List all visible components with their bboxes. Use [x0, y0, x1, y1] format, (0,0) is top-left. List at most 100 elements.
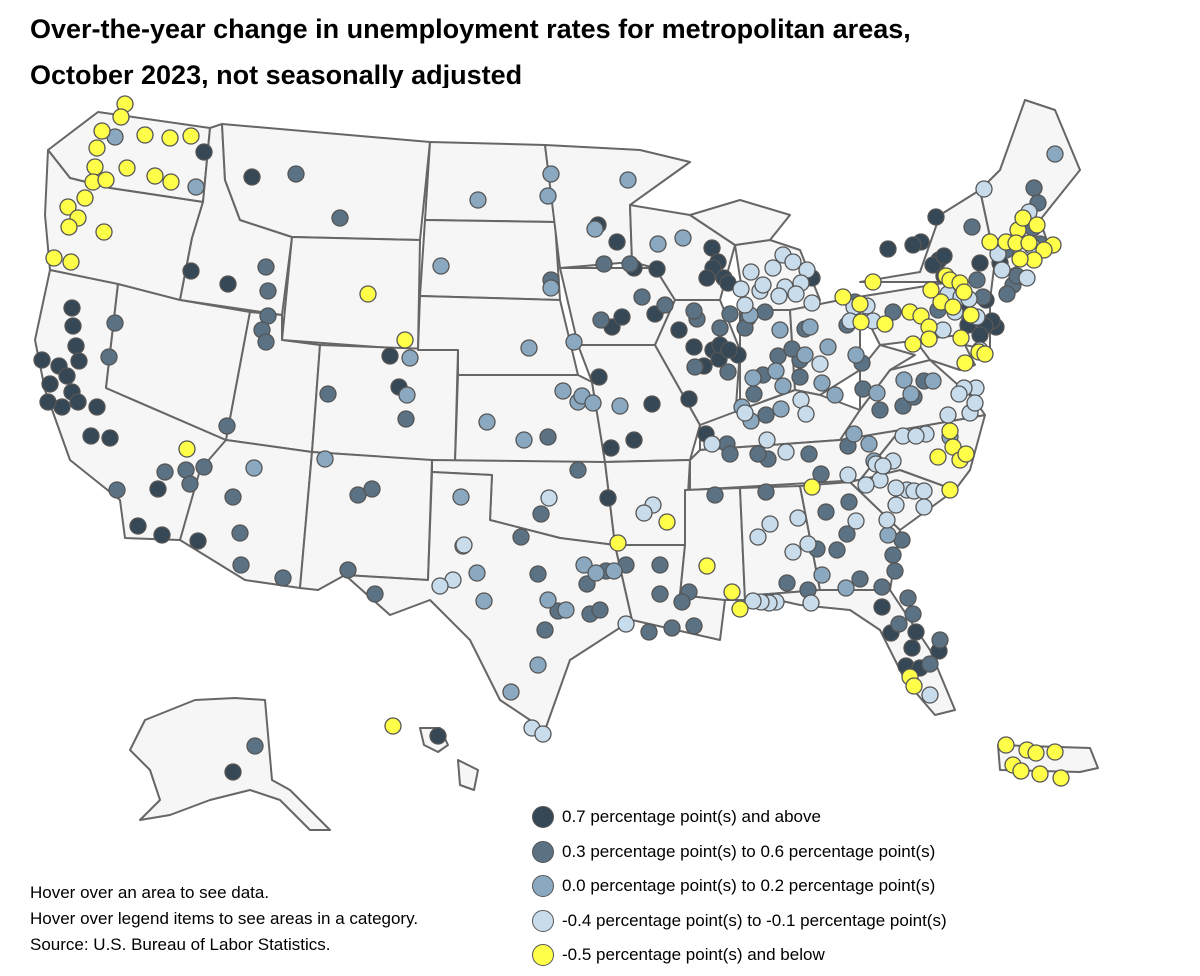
- state-hawaii-big-island[interactable]: [457, 759, 479, 791]
- metro-area-marker[interactable]: [257, 333, 275, 351]
- metro-area-marker[interactable]: [100, 348, 118, 366]
- metro-area-marker[interactable]: [475, 592, 493, 610]
- metro-area-marker[interactable]: [536, 621, 554, 639]
- metro-area-marker[interactable]: [108, 481, 126, 499]
- metro-area-marker[interactable]: [941, 422, 959, 440]
- metro-area-marker[interactable]: [58, 367, 76, 385]
- metro-area-marker[interactable]: [86, 158, 104, 176]
- metro-area-marker[interactable]: [469, 191, 487, 209]
- metro-area-marker[interactable]: [720, 341, 738, 359]
- metro-area-marker[interactable]: [796, 346, 814, 364]
- metro-area-marker[interactable]: [224, 763, 242, 781]
- metro-area-marker[interactable]: [907, 427, 925, 445]
- metro-area-marker[interactable]: [542, 165, 560, 183]
- metro-area-marker[interactable]: [878, 511, 896, 529]
- metro-area-marker[interactable]: [813, 374, 831, 392]
- metro-area-marker[interactable]: [243, 168, 261, 186]
- state-michigan-up[interactable]: [689, 199, 791, 246]
- legend-item-mid[interactable]: 0.0 percentage point(s) to 0.2 percentag…: [532, 869, 947, 904]
- metro-area-marker[interactable]: [63, 299, 81, 317]
- metro-area-marker[interactable]: [643, 395, 661, 413]
- metro-area-marker[interactable]: [59, 198, 77, 216]
- metro-area-marker[interactable]: [611, 397, 629, 415]
- metro-area-marker[interactable]: [88, 139, 106, 157]
- metro-area-marker[interactable]: [587, 564, 605, 582]
- metro-area-marker[interactable]: [1046, 743, 1064, 761]
- metro-area-marker[interactable]: [648, 260, 666, 278]
- metro-area-marker[interactable]: [826, 386, 844, 404]
- metro-area-marker[interactable]: [811, 355, 829, 373]
- metro-area-marker[interactable]: [39, 393, 57, 411]
- metro-area-marker[interactable]: [993, 261, 1011, 279]
- metro-area-marker[interactable]: [339, 561, 357, 579]
- metro-area-marker[interactable]: [539, 591, 557, 609]
- metro-area-marker[interactable]: [640, 623, 658, 641]
- metro-area-marker[interactable]: [129, 517, 147, 535]
- metro-area-marker[interactable]: [744, 369, 762, 387]
- metro-area-marker[interactable]: [754, 276, 772, 294]
- metro-area-marker[interactable]: [619, 171, 637, 189]
- metro-area-marker[interactable]: [921, 655, 939, 673]
- metro-area-marker[interactable]: [529, 656, 547, 674]
- metro-area-marker[interactable]: [873, 578, 891, 596]
- metro-area-marker[interactable]: [899, 589, 917, 607]
- metro-area-marker[interactable]: [757, 406, 775, 424]
- metro-area-marker[interactable]: [749, 445, 767, 463]
- metro-area-marker[interactable]: [698, 557, 716, 575]
- metro-area-marker[interactable]: [398, 386, 416, 404]
- metro-area-marker[interactable]: [745, 385, 763, 403]
- metro-area-marker[interactable]: [791, 368, 809, 386]
- state-west-virginia[interactable]: [859, 344, 916, 411]
- metro-area-marker[interactable]: [956, 354, 974, 372]
- metro-area-marker[interactable]: [935, 247, 953, 265]
- metro-area-marker[interactable]: [651, 585, 669, 603]
- metro-area-marker[interactable]: [649, 235, 667, 253]
- metro-area-marker[interactable]: [997, 736, 1015, 754]
- metro-area-marker[interactable]: [797, 405, 815, 423]
- metro-area-marker[interactable]: [851, 570, 869, 588]
- metro-area-marker[interactable]: [259, 282, 277, 300]
- metro-area-marker[interactable]: [873, 598, 891, 616]
- metro-area-marker[interactable]: [658, 513, 676, 531]
- metro-area-marker[interactable]: [800, 445, 818, 463]
- metro-area-marker[interactable]: [719, 363, 737, 381]
- metro-area-marker[interactable]: [895, 371, 913, 389]
- metro-area-marker[interactable]: [884, 546, 902, 564]
- metro-area-marker[interactable]: [723, 583, 741, 601]
- metro-area-marker[interactable]: [64, 317, 82, 335]
- metro-area-marker[interactable]: [789, 509, 807, 527]
- metro-area-marker[interactable]: [520, 339, 538, 357]
- metro-area-marker[interactable]: [927, 208, 945, 226]
- metro-area-marker[interactable]: [97, 171, 115, 189]
- metro-area-marker[interactable]: [532, 505, 550, 523]
- metro-area-marker[interactable]: [569, 461, 587, 479]
- metro-area-marker[interactable]: [542, 279, 560, 297]
- metro-area-marker[interactable]: [232, 556, 250, 574]
- metro-area-marker[interactable]: [777, 443, 795, 461]
- metro-area-marker[interactable]: [924, 372, 942, 390]
- metro-area-marker[interactable]: [452, 488, 470, 506]
- metro-area-marker[interactable]: [736, 404, 754, 422]
- metro-area-marker[interactable]: [468, 564, 486, 582]
- metro-area-marker[interactable]: [968, 271, 986, 289]
- metro-area-marker[interactable]: [118, 159, 136, 177]
- metro-area-marker[interactable]: [957, 445, 975, 463]
- metro-area-marker[interactable]: [904, 605, 922, 623]
- metro-area-marker[interactable]: [617, 615, 635, 633]
- metro-area-marker[interactable]: [478, 413, 496, 431]
- metro-area-marker[interactable]: [592, 311, 610, 329]
- metro-area-marker[interactable]: [876, 315, 894, 333]
- metro-area-marker[interactable]: [711, 319, 729, 337]
- metro-area-marker[interactable]: [744, 592, 762, 610]
- metro-area-marker[interactable]: [455, 536, 473, 554]
- metro-area-marker[interactable]: [106, 314, 124, 332]
- metro-area-marker[interactable]: [613, 308, 631, 326]
- metro-area-marker[interactable]: [955, 283, 973, 301]
- metro-area-marker[interactable]: [1012, 762, 1030, 780]
- metro-area-marker[interactable]: [625, 431, 643, 449]
- metro-area-marker[interactable]: [952, 329, 970, 347]
- metro-area-marker[interactable]: [195, 458, 213, 476]
- metro-area-marker[interactable]: [257, 258, 275, 276]
- metro-area-marker[interactable]: [331, 209, 349, 227]
- metro-area-marker[interactable]: [1027, 744, 1045, 762]
